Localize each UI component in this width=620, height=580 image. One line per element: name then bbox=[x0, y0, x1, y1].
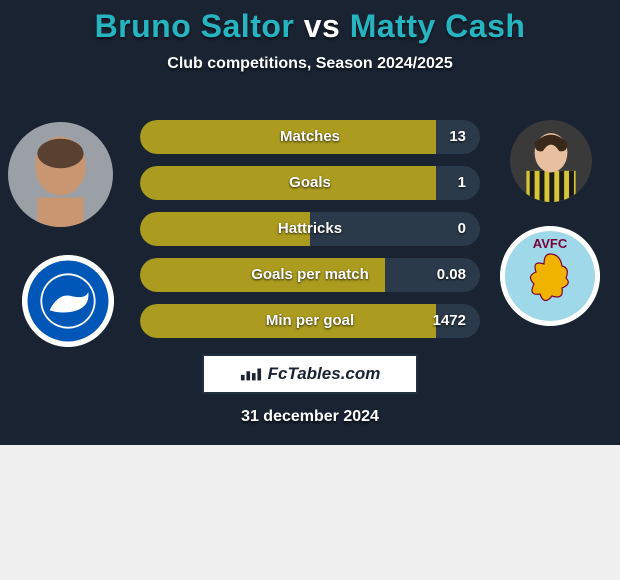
subtitle: Club competitions, Season 2024/2025 bbox=[0, 55, 620, 73]
stat-label: Hattricks bbox=[140, 212, 480, 246]
title: Bruno Saltor vs Matty Cash bbox=[0, 8, 620, 45]
chart-icon bbox=[240, 366, 262, 382]
vs-text: vs bbox=[304, 8, 341, 44]
stat-value: 1 bbox=[458, 166, 466, 200]
stat-value: 0.08 bbox=[437, 258, 466, 292]
stat-value: 1472 bbox=[433, 304, 466, 338]
stat-row: Min per goal1472 bbox=[140, 304, 480, 338]
player2-name: Matty Cash bbox=[350, 8, 526, 44]
player2-club-badge: AVFC bbox=[500, 226, 600, 326]
stat-label: Min per goal bbox=[140, 304, 480, 338]
stat-label: Goals bbox=[140, 166, 480, 200]
player1-club-badge bbox=[22, 255, 114, 347]
stat-label: Goals per match bbox=[140, 258, 480, 292]
stat-row: Goals per match0.08 bbox=[140, 258, 480, 292]
brand-box: FcTables.com bbox=[202, 354, 418, 394]
stat-label: Matches bbox=[140, 120, 480, 154]
stat-row: Goals1 bbox=[140, 166, 480, 200]
comparison-card: Bruno Saltor vs Matty Cash Club competit… bbox=[0, 0, 620, 445]
stat-value: 13 bbox=[449, 120, 466, 154]
stat-row: Matches13 bbox=[140, 120, 480, 154]
player2-avatar bbox=[510, 120, 592, 202]
svg-text:AVFC: AVFC bbox=[533, 236, 568, 251]
stat-row: Hattricks0 bbox=[140, 212, 480, 246]
date-text: 31 december 2024 bbox=[0, 408, 620, 426]
player1-name: Bruno Saltor bbox=[95, 8, 295, 44]
stat-value: 0 bbox=[458, 212, 466, 246]
brand-text: FcTables.com bbox=[268, 364, 381, 384]
player1-avatar bbox=[8, 122, 113, 227]
stats-panel: Matches13 Goals1 Hattricks0 Goals per match… bbox=[140, 120, 480, 350]
